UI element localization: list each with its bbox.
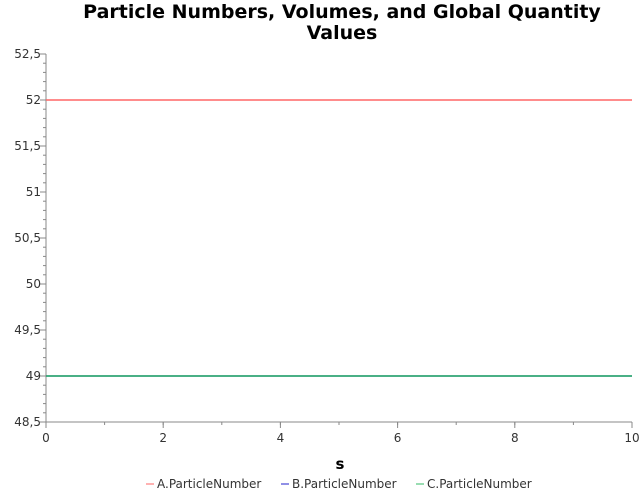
x-tick-label: 4 [277,431,285,445]
y-tick-label: 52 [26,93,41,107]
legend: A.ParticleNumber B.ParticleNumber C.Partic… [146,477,532,491]
x-tick-label: 6 [394,431,402,445]
y-tick-label: 51 [26,185,41,199]
x-tick-label: 10 [624,431,639,445]
y-tick-label: 52,5 [14,47,41,61]
legend-label: A.ParticleNumber [157,477,261,491]
x-tick-label: 0 [42,431,50,445]
y-tick-label: 48,5 [14,415,41,429]
y-tick-label: 49 [26,369,41,383]
chart-title-line-1: Particle Numbers, Volumes, and Global Qu… [83,1,601,23]
x-axis-label: s [336,455,345,473]
y-tick-label: 50,5 [14,231,41,245]
x-tick-label: 8 [511,431,519,445]
legend-label: C.ParticleNumber [427,477,532,491]
x-tick-label: 2 [159,431,167,445]
y-tick-label: 51,5 [14,139,41,153]
chart-title-line-2: Values [307,22,378,44]
y-tick-label: 50 [26,277,41,291]
y-tick-label: 49,5 [14,323,41,337]
plot-area: 48,5 49 49,5 50 50,5 51 51,5 52 52,5 0 2 4 6 8 10 [14,47,639,445]
legend-label: B.ParticleNumber [292,477,397,491]
